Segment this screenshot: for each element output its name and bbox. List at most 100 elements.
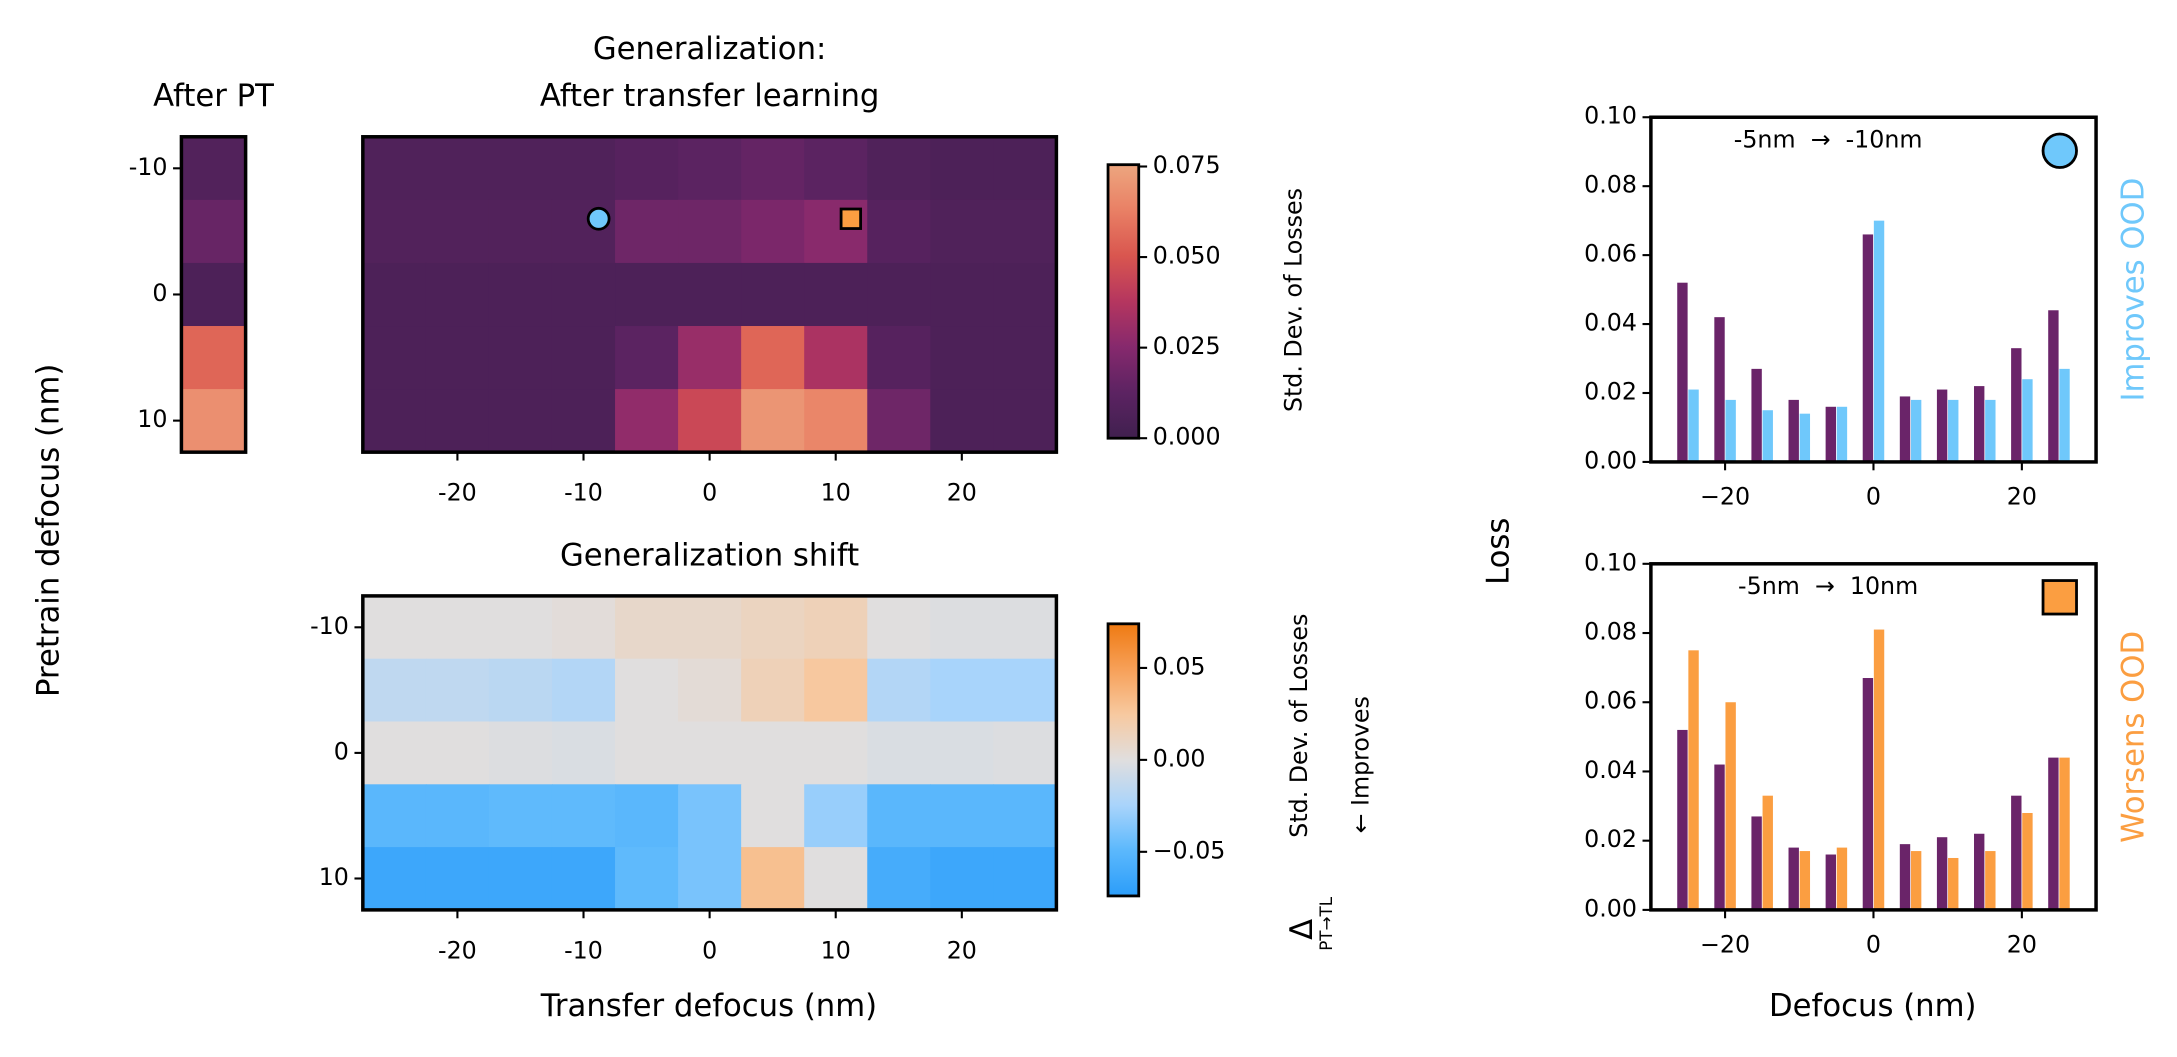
heatmap-cell <box>993 199 1058 264</box>
bar <box>2011 348 2022 462</box>
heatmap-cell <box>488 847 553 911</box>
heatmap-cell <box>867 847 931 911</box>
colorbar-tick-label: 0.00 <box>1153 744 1206 772</box>
heatmap-cell <box>678 326 742 390</box>
bar <box>1688 389 1699 462</box>
heatmap-cell <box>181 326 247 390</box>
heatmap-cell <box>615 658 679 723</box>
heatmap-cell <box>488 326 553 390</box>
bar <box>2022 812 2033 910</box>
heatmap-cell <box>181 136 247 201</box>
x-tick-label: -10 <box>564 479 603 507</box>
y-tick-label: 10 <box>319 863 349 891</box>
x-tick-label: 20 <box>947 479 977 507</box>
y-tick-label: -10 <box>310 612 349 640</box>
y-tick-label: 0.08 <box>1584 171 1637 199</box>
y-tick-label: -10 <box>129 153 168 181</box>
chart-title: Generalization: <box>593 32 827 67</box>
y-tick-label: 0.00 <box>1584 446 1637 474</box>
heatmap-cell <box>867 262 931 327</box>
heatmap-cell <box>678 199 742 264</box>
bar <box>1762 410 1773 462</box>
heatmap-cell <box>181 199 247 264</box>
heatmap-cell <box>867 784 931 848</box>
heatmap-cell <box>615 595 679 660</box>
heatmap-cell <box>362 262 427 327</box>
heatmap-cell <box>993 595 1058 660</box>
heatmap-cell <box>741 658 805 723</box>
heatmap-cell <box>678 389 742 453</box>
heatmap-cell <box>678 136 742 201</box>
bar <box>1862 234 1874 462</box>
heatmap-cell <box>930 136 995 201</box>
heatmap-cell <box>867 326 931 390</box>
bar <box>1873 629 1885 910</box>
x-tick-label: -10 <box>564 936 603 964</box>
heatmap-cell <box>615 199 679 264</box>
heatmap-cell <box>804 262 868 327</box>
side-label: Improves OOD <box>2117 178 2152 402</box>
legend-marker <box>2041 132 2078 169</box>
bar <box>1688 650 1699 910</box>
y-tick-label: 0.10 <box>1584 102 1637 130</box>
y-tick-label: 0.10 <box>1584 548 1637 576</box>
heatmap-cell <box>741 847 805 911</box>
heatmap-cell <box>362 136 427 201</box>
colorbar-tick-label: 0.050 <box>1153 242 1221 270</box>
heatmap-cell <box>551 595 616 660</box>
x-tick-label: 20 <box>2007 483 2037 511</box>
colorbar-tick-label: −0.05 <box>1153 836 1226 864</box>
heatmap-cell <box>867 389 931 453</box>
heatmap-cell <box>993 326 1058 390</box>
bar <box>1873 220 1885 462</box>
heatmap-cell <box>551 658 616 723</box>
bar <box>1762 795 1773 910</box>
heatmap-cell <box>804 389 868 453</box>
heatmap-cell <box>362 847 427 911</box>
heatmap-cell <box>741 784 805 848</box>
heatmap-cell <box>741 721 805 785</box>
heatmap-cell <box>362 326 427 390</box>
bar <box>1799 851 1811 910</box>
heatmap-cell <box>867 658 931 723</box>
bar <box>1799 413 1811 462</box>
heatmap-cell <box>551 136 616 201</box>
x-axis-label: Defocus (nm) <box>1769 989 1976 1024</box>
bar <box>1899 396 1911 462</box>
x-tick-label: 20 <box>947 936 977 964</box>
heatmap-cell <box>993 784 1058 848</box>
heatmap-cell <box>804 784 868 848</box>
colorbar-tick-label: 0.075 <box>1153 151 1221 179</box>
heatmap-cell <box>551 199 616 264</box>
heatmap-cell <box>615 136 679 201</box>
y-tick-label: 10 <box>137 405 167 433</box>
heatmap-cell <box>741 262 805 327</box>
heatmap-cell <box>425 658 490 723</box>
bar <box>2048 310 2059 462</box>
heatmap-cell <box>615 262 679 327</box>
heatmap-cell <box>867 199 931 264</box>
heatmap-cell <box>993 847 1058 911</box>
bar <box>2048 757 2059 910</box>
heatmap-cell <box>362 389 427 453</box>
legend-marker <box>2041 579 2078 616</box>
marker <box>586 206 611 231</box>
heatmap-cell <box>930 389 995 453</box>
annotation: -5nm → -10nm <box>1734 125 1923 153</box>
chart-title: After PT <box>153 79 274 114</box>
heatmap-cell <box>993 721 1058 785</box>
colorbar-tick-label: 0.025 <box>1153 332 1221 360</box>
heatmap-cell <box>551 389 616 453</box>
bar <box>1751 816 1762 910</box>
x-tick-label: 0 <box>702 479 717 507</box>
x-tick-label: 10 <box>821 936 851 964</box>
y-axis-label: Loss <box>1482 518 1517 585</box>
bar <box>1948 399 1959 462</box>
heatmap-cell <box>993 389 1058 453</box>
heatmap-cell <box>551 784 616 848</box>
heatmap-cell <box>488 784 553 848</box>
bar <box>1825 406 1837 462</box>
x-tick-label: 0 <box>702 936 717 964</box>
y-tick-label: 0.00 <box>1584 894 1637 922</box>
marker <box>839 207 863 230</box>
